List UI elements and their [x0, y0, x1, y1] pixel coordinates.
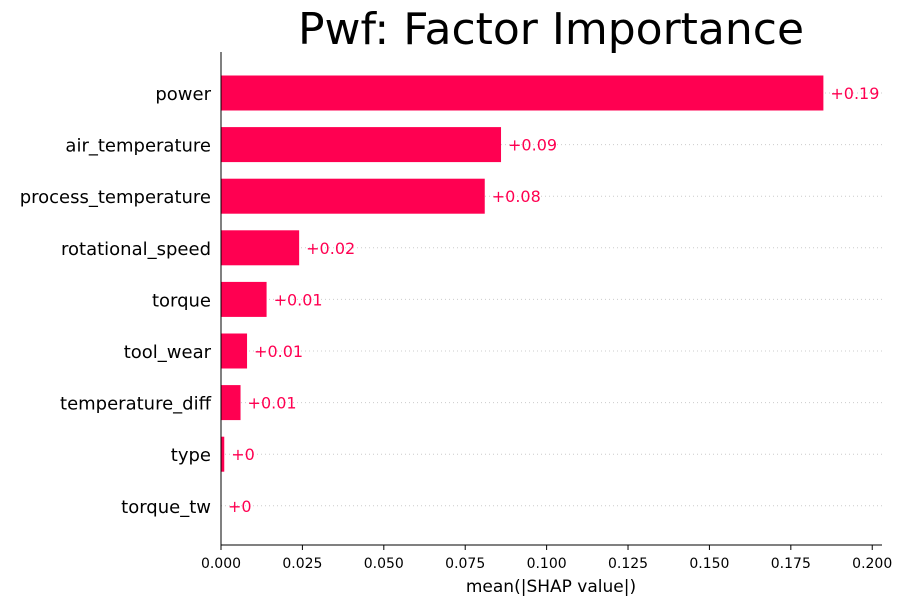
x-tick-label: 0.150 — [689, 556, 729, 572]
value-label-rotational-speed: +0.02 — [306, 239, 355, 258]
category-label-tool-wear: tool_wear — [124, 342, 212, 363]
category-label-process-temperature: process_temperature — [20, 187, 211, 208]
x-tick-label: 0.025 — [282, 556, 322, 572]
value-label-temperature-diff: +0.01 — [248, 394, 297, 413]
bar-air-temperature — [221, 127, 502, 163]
category-label-air-temperature: air_temperature — [65, 136, 211, 157]
bar-power — [221, 75, 824, 111]
x-tick-label: 0.050 — [364, 556, 404, 572]
x-tick-label: 0.075 — [445, 556, 485, 572]
bar-rotational-speed — [221, 230, 300, 266]
x-tick-label: 0.200 — [852, 556, 892, 572]
value-labels: +0.19 +0.09 +0.08 +0.02 +0.01 +0.01 +0.01 +0 +0 — [228, 84, 879, 516]
bar-process-temperature — [221, 178, 485, 214]
value-label-type: +0 — [231, 445, 255, 464]
category-label-torque-tw: torque_tw — [121, 497, 211, 518]
x-tick-label: 0.000 — [201, 556, 241, 572]
value-label-torque-tw: +0 — [228, 497, 252, 516]
x-axis-label: mean(|SHAP value|) — [466, 577, 636, 597]
x-tick-label: 0.175 — [771, 556, 811, 572]
value-label-power: +0.19 — [830, 84, 879, 103]
bar-temperature-diff — [221, 385, 241, 421]
value-label-torque: +0.01 — [274, 290, 323, 309]
category-label-rotational-speed: rotational_speed — [61, 239, 211, 260]
x-axis-ticks: 0.000 0.025 0.050 0.075 0.100 0.125 0.150 0.175… — [201, 545, 892, 572]
category-labels: power air_temperature process_temperaturer… — [20, 84, 212, 518]
bar-type — [221, 436, 225, 472]
value-label-air-temperature: +0.09 — [508, 136, 557, 155]
bar-torque — [221, 281, 267, 317]
value-label-process-temperature: +0.08 — [492, 187, 541, 206]
chart-title: Pwf: Factor Importance — [298, 4, 804, 55]
value-label-tool-wear: +0.01 — [254, 342, 303, 361]
category-label-power: power — [155, 84, 211, 105]
category-label-temperature-diff: temperature_diff — [60, 394, 212, 415]
x-tick-label: 0.100 — [527, 556, 567, 572]
category-label-type: type — [171, 445, 211, 466]
bar-tool-wear — [221, 333, 248, 369]
category-label-torque: torque — [152, 290, 211, 311]
x-tick-label: 0.125 — [608, 556, 648, 572]
bars — [221, 75, 824, 472]
